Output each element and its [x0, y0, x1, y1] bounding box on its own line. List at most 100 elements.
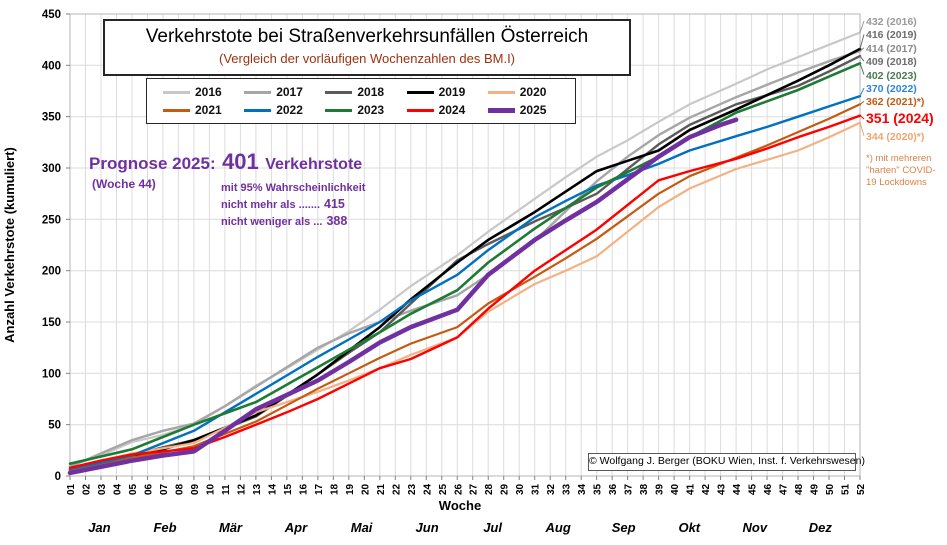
legend-item-2020: 2020: [487, 83, 569, 101]
svg-text:26: 26: [453, 483, 464, 495]
svg-text:03: 03: [97, 483, 108, 495]
svg-text:39: 39: [655, 483, 666, 495]
svg-text:300: 300: [42, 163, 61, 175]
upper-bound-value: 415: [324, 197, 345, 211]
legend-item-2017: 2017: [244, 83, 325, 101]
svg-text:01: 01: [66, 483, 77, 495]
svg-text:52: 52: [856, 483, 867, 495]
chart-title: Verkehrstote bei Straßenverkehrsunfällen…: [145, 26, 589, 47]
svg-text:Jan: Jan: [88, 520, 110, 535]
legend-label: 2024: [438, 103, 466, 117]
month-labels: Jan Feb Mär Apr Mai Jun Jul Aug Sep Okt Nov Dez: [88, 520, 832, 535]
svg-text:11: 11: [221, 484, 232, 495]
svg-text:21: 21: [376, 483, 387, 495]
footnote-line: 19 Lockdowns: [866, 177, 927, 189]
svg-text:05: 05: [128, 483, 139, 495]
legend-label: 2022: [276, 103, 303, 117]
svg-text:32: 32: [546, 483, 557, 495]
svg-text:27: 27: [469, 483, 480, 495]
svg-text:Sep: Sep: [612, 520, 636, 535]
svg-text:18: 18: [329, 483, 340, 495]
svg-text:47: 47: [779, 483, 790, 495]
prognosis-value: 401: [222, 149, 259, 174]
svg-text:35: 35: [593, 483, 604, 495]
svg-text:42: 42: [701, 483, 712, 495]
prognosis-lower-bound: nicht weniger als ... 388: [221, 213, 365, 230]
svg-text:25: 25: [438, 483, 449, 495]
chart-subtitle: (Vergleich der vorläufigen Wochenzahlen …: [218, 51, 516, 66]
svg-text:Nov: Nov: [743, 520, 768, 535]
svg-text:22: 22: [391, 483, 402, 495]
legend-label: 2018: [357, 85, 385, 99]
y-axis-title: Anzahl Verkehrstote (kumuliert): [2, 147, 17, 343]
svg-text:10: 10: [205, 483, 216, 495]
svg-text:48: 48: [794, 483, 805, 495]
svg-text:40: 40: [670, 483, 681, 495]
legend-label: 2016: [195, 85, 222, 99]
covid-footnote: *) mit mehreren "harten" COVID- 19 Lockdow…: [866, 153, 936, 189]
legend-swatch-2020: [487, 90, 515, 94]
svg-text:29: 29: [500, 483, 511, 495]
prognosis-confidence: mit 95% Wahrscheinlichkeit: [221, 182, 366, 194]
endpoint-label-2020: 344 (2020)*): [866, 130, 925, 143]
svg-text:Okt: Okt: [678, 520, 700, 535]
svg-text:46: 46: [763, 483, 774, 495]
series-2023: [68, 61, 862, 466]
legend-item-2016: 2016: [163, 83, 244, 101]
legend-swatch-2021: [163, 108, 190, 112]
svg-text:Dez: Dez: [809, 520, 833, 535]
legend-item-2019: 2019: [406, 83, 488, 101]
series-2019: [68, 47, 862, 472]
svg-text:44: 44: [732, 483, 743, 495]
svg-text:100: 100: [42, 368, 61, 380]
endpoint-label-2016: 432 (2016): [866, 16, 917, 28]
svg-text:06: 06: [144, 483, 155, 495]
svg-text:51: 51: [841, 483, 852, 495]
svg-text:49: 49: [810, 483, 821, 495]
svg-text:38: 38: [639, 483, 650, 495]
endpoint-label-2024: 351 (2024): [866, 109, 934, 126]
svg-text:50: 50: [48, 420, 61, 432]
x-axis-title: Woche: [439, 498, 481, 513]
series-2025: [67, 117, 739, 476]
legend-swatch-2025: [487, 107, 515, 113]
svg-text:Mai: Mai: [351, 520, 373, 535]
legend-label: 2021: [195, 103, 222, 117]
series-lines: [67, 31, 862, 476]
svg-text:31: 31: [531, 483, 542, 495]
svg-text:24: 24: [422, 483, 433, 495]
svg-text:17: 17: [314, 483, 325, 495]
svg-text:02: 02: [82, 483, 93, 495]
legend-item-2021: 2021: [163, 101, 244, 119]
legend-swatch-2016: [163, 90, 190, 94]
svg-text:19: 19: [345, 483, 356, 495]
svg-text:50: 50: [825, 483, 836, 495]
legend-label: 2019: [438, 85, 466, 99]
label-connectors: [859, 20, 865, 136]
y-axis-labels: 0 50 100 150 200 250 300 350 400 450: [42, 9, 61, 483]
prognosis-label: Prognose 2025:: [89, 154, 216, 173]
svg-text:13: 13: [252, 483, 263, 495]
legend-item-2025: 2025: [487, 101, 569, 119]
lower-bound-value: 388: [326, 214, 348, 228]
svg-text:07: 07: [159, 483, 170, 495]
svg-text:33: 33: [562, 483, 573, 495]
x-axis-labels: 01 02 03 04 05 06 07 08 09 10 11 12 13 14 15 16 17 18 19 20…: [66, 483, 867, 495]
endpoint-label-2018: 409 (2018): [866, 56, 917, 69]
svg-text:45: 45: [748, 483, 759, 495]
endpoint-labels: *) mit mehreren "harten" COVID- 19 Lockdow…: [866, 0, 946, 545]
svg-text:30: 30: [515, 483, 526, 495]
endpoint-label-2023: 402 (2023): [866, 69, 917, 82]
svg-text:04: 04: [113, 483, 124, 495]
legend-label: 2025: [519, 103, 547, 117]
legend-item-2024: 2024: [406, 101, 488, 119]
upper-bound-label: nicht mehr als .......: [221, 199, 321, 211]
svg-text:12: 12: [236, 483, 247, 495]
legend-label: 2020: [519, 85, 547, 99]
svg-text:0: 0: [55, 471, 61, 483]
prognosis-headline: Prognose 2025: 401 Verkehrstote: [89, 149, 362, 175]
legend-item-2022: 2022: [244, 101, 325, 119]
svg-text:37: 37: [624, 483, 635, 495]
prognosis-confidence-block: mit 95% Wahrscheinlichkeit nicht mehr al…: [221, 180, 365, 230]
legend-label: 2023: [357, 103, 385, 117]
